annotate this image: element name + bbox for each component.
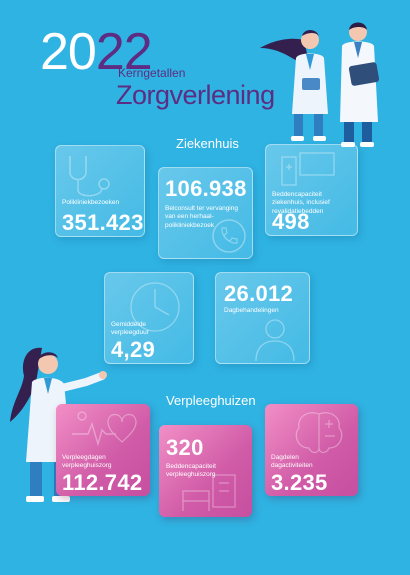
hospital-bed-icon [281, 152, 335, 186]
card-verpleegdagen: Verpleegdagen verpleeghuiszorg 112.742 [56, 404, 150, 496]
section-title-nursing: Verpleeghuizen [166, 393, 256, 408]
card-label: Polikliniekbezoeken [62, 199, 120, 206]
doctors-illustration [260, 22, 380, 147]
brain-icon [295, 412, 343, 454]
doctor-icon [255, 319, 295, 362]
card-label: Dagdelen dagactiviteiten [271, 454, 313, 470]
year-part-1: 20 [40, 23, 97, 81]
year-title: 2022 [40, 23, 153, 81]
card-value: 106.938 [165, 176, 247, 201]
card-label: Verpleegdagen verpleeghuiszorg [62, 454, 112, 470]
section-title-hospital: Ziekenhuis [176, 136, 239, 151]
card-beddencapaciteit-ziekenhuis: Beddencapaciteit ziekenhuis, inclusief r… [265, 144, 358, 236]
heartbeat-stethoscope-icon [72, 411, 137, 447]
card-value: 112.742 [62, 470, 143, 495]
card-label: Beddencapaciteit verpleeghuiszorg [166, 463, 216, 479]
card-belconsult: 106.938 Belconsult ter vervanging van ee… [158, 167, 253, 259]
year-part-2: 22 [95, 23, 153, 81]
card-label: Dagbehandelingen [224, 307, 279, 314]
card-label: Gemiddelde verpleegduur [111, 321, 149, 337]
card-value: 3.235 [271, 470, 328, 495]
phone-icon [212, 219, 246, 253]
card-label: Belconsult ter vervanging van een herhaa… [165, 205, 238, 229]
page-title: Zorgverlening [116, 80, 275, 110]
card-beddencapaciteit-verpleeghuiszorg: 320 Beddencapaciteit verpleeghuiszorg [159, 425, 252, 517]
card-dagbehandelingen: 26.012 Dagbehandelingen [215, 272, 310, 364]
card-label: Beddencapaciteit ziekenhuis, inclusief r… [272, 191, 330, 215]
clock-icon [130, 282, 180, 332]
card-value: 26.012 [224, 281, 294, 306]
card-value: 351.423 [62, 210, 144, 235]
card-value: 498 [272, 209, 310, 234]
subtitle: Kerngetallen [118, 66, 186, 80]
card-dagdelen-dagactiviteiten: Dagdelen dagactiviteiten 3.235 [265, 404, 358, 496]
stethoscope-icon [69, 156, 110, 197]
card-gemiddelde-verpleegduur: Gemiddelde verpleegduur 4,29 [104, 272, 194, 364]
card-value: 320 [166, 435, 204, 460]
card-polikliniekbezoeken: Polikliniekbezoeken 351.423 [55, 145, 145, 237]
bed-icon [182, 474, 236, 511]
card-value: 4,29 [111, 337, 156, 362]
